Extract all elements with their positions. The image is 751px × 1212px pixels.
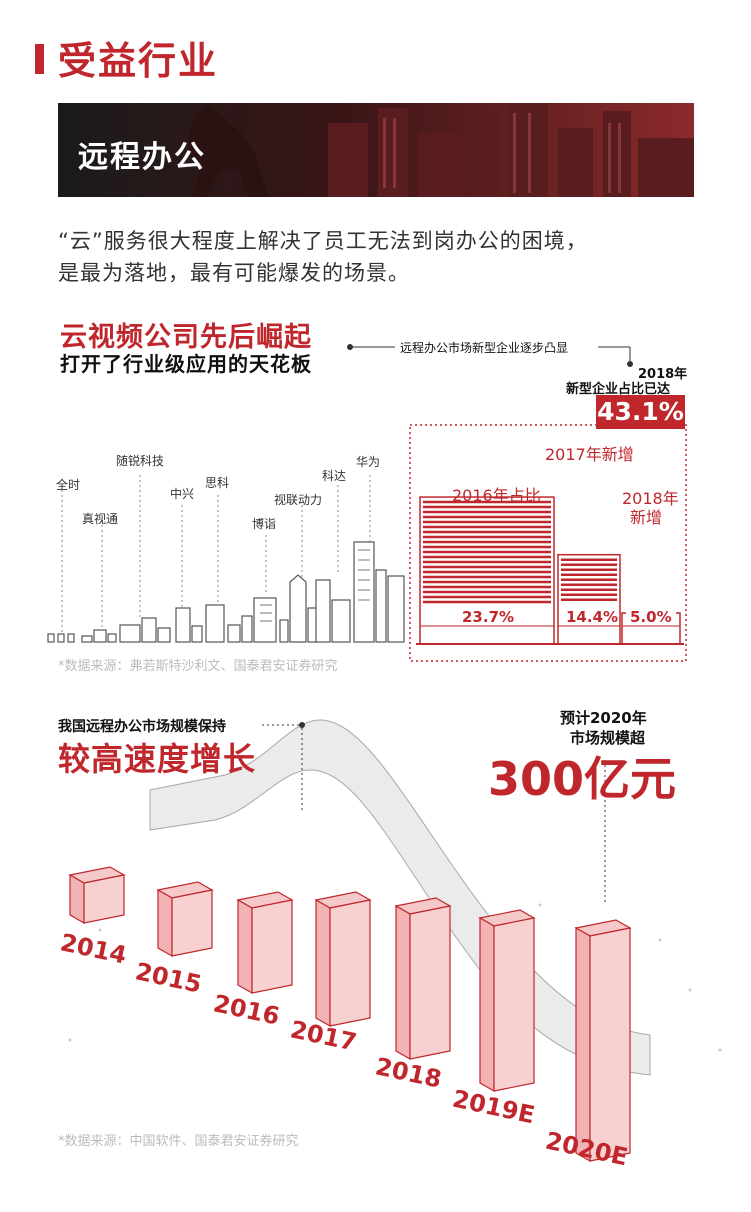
share-building-3 <box>621 604 681 645</box>
market-bar-2016 <box>236 891 294 995</box>
callout-text: 远程办公市场新型企业逐步凸显 <box>400 341 569 355</box>
intro-text: “云”服务很大程度上解决了员工无法到岗办公的困境， 是最为落地，最有可能爆发的场… <box>58 225 698 289</box>
market-bar-2019E <box>478 909 536 1093</box>
header-accent-bar <box>35 44 44 74</box>
market-bar-2017 <box>314 891 372 1028</box>
share-building-2 <box>557 553 621 645</box>
share-value-2017: 14.4% <box>566 608 619 626</box>
market-bar-2018 <box>394 897 452 1061</box>
share-value-2018: 5.0% <box>630 608 672 626</box>
company-label-7: 视联动力 <box>274 493 323 507</box>
market-big-title: 较高速度增长 <box>58 740 257 778</box>
share-value-2016: 23.7% <box>462 608 515 626</box>
company-label-4: 中兴 <box>170 487 195 501</box>
share-cat-2016: 2016年占比 <box>452 486 541 505</box>
company-label-6: 博诣 <box>252 517 277 531</box>
company-skyline <box>47 475 405 643</box>
intro-line-1: “云”服务很大程度上解决了员工无法到岗办公的困境， <box>58 229 588 253</box>
callout-connector <box>347 344 633 367</box>
share-cat-2017: 2017年新增 <box>545 445 634 464</box>
banner-image <box>58 103 694 197</box>
company-label-1: 全时 <box>56 478 81 492</box>
banner-title: 远程办公 <box>78 140 206 175</box>
company-label-2: 真视通 <box>82 512 119 526</box>
market-small-title: 我国远程办公市场规模保持 <box>58 719 226 735</box>
intro-line-2: 是最为落地，最有可能爆发的场景。 <box>58 261 410 285</box>
share-building-1 <box>419 496 555 645</box>
share-cat-2018-l2: 新增 <box>630 508 663 527</box>
section1-title: 云视频公司先后崛起 <box>60 322 312 353</box>
company-label-3: 随锐科技 <box>116 454 165 468</box>
page-title: 受益行业 <box>58 39 219 83</box>
company-label-5: 思科 <box>205 476 230 490</box>
stat-value-badge: 43.1% <box>596 395 685 429</box>
share-cat-2018-l1: 2018年 <box>622 489 679 508</box>
forecast-value: 300亿元 <box>488 752 677 806</box>
stat-label-text: 新型企业占比已达 <box>566 382 671 397</box>
company-label-8: 科达 <box>322 469 347 483</box>
company-label-9: 华为 <box>356 455 381 469</box>
market-bar-2014 <box>68 866 126 925</box>
source-note-2: *数据来源：中国软件、国泰君安证券研究 <box>58 1134 299 1149</box>
market-size-chart <box>68 719 722 1163</box>
section1-subtitle: 打开了行业级应用的天花板 <box>60 352 312 376</box>
source-note-1: *数据来源：弗若斯特沙利文、国泰君安证券研究 <box>58 659 338 674</box>
market-bar-2020E <box>574 919 632 1163</box>
market-bar-2015 <box>156 881 214 958</box>
stat-label-year: 2018年 <box>638 367 688 382</box>
forecast-line-1: 预计2020年 <box>560 709 647 727</box>
forecast-line-2: 市场规模超 <box>570 729 646 747</box>
share-chart <box>409 424 687 662</box>
market-title-connector <box>262 722 305 728</box>
